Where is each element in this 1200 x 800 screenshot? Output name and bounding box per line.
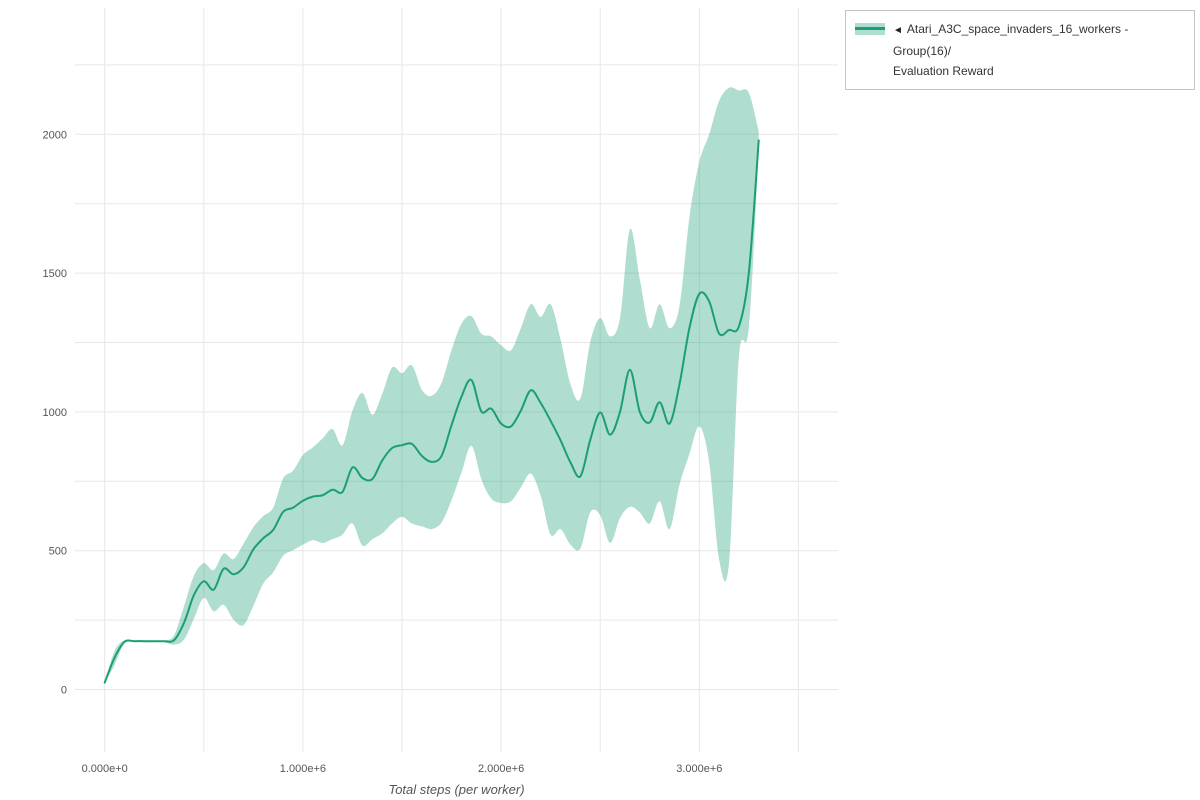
x-tick-label: 2.000e+6 [478,763,524,775]
confidence-band [104,87,759,683]
legend-series-swatch [855,23,885,35]
x-tick-label: 0.000e+0 [82,763,128,775]
y-tick-label: 0 [61,685,67,697]
y-tick-label: 500 [49,546,67,558]
y-tick-label: 1000 [43,407,67,419]
legend-label: ◄ Atari_A3C_space_invaders_16_workers - G… [893,19,1185,81]
y-tick-label: 1500 [43,268,67,280]
legend-label-line1: Atari_A3C_space_invaders_16_workers - Gr… [893,22,1129,58]
legend-swatch-line-icon [855,27,885,30]
collapse-triangle-icon: ◄ [893,25,903,36]
x-tick-label: 3.000e+6 [676,763,722,775]
x-axis-title: Total steps (per worker) [388,782,525,797]
y-tick-label: 2000 [43,129,67,141]
series-line [103,139,760,684]
legend[interactable]: ◄ Atari_A3C_space_invaders_16_workers - G… [845,10,1195,90]
legend-label-line2: Evaluation Reward [893,64,994,78]
x-tick-label: 1.000e+6 [280,763,326,775]
